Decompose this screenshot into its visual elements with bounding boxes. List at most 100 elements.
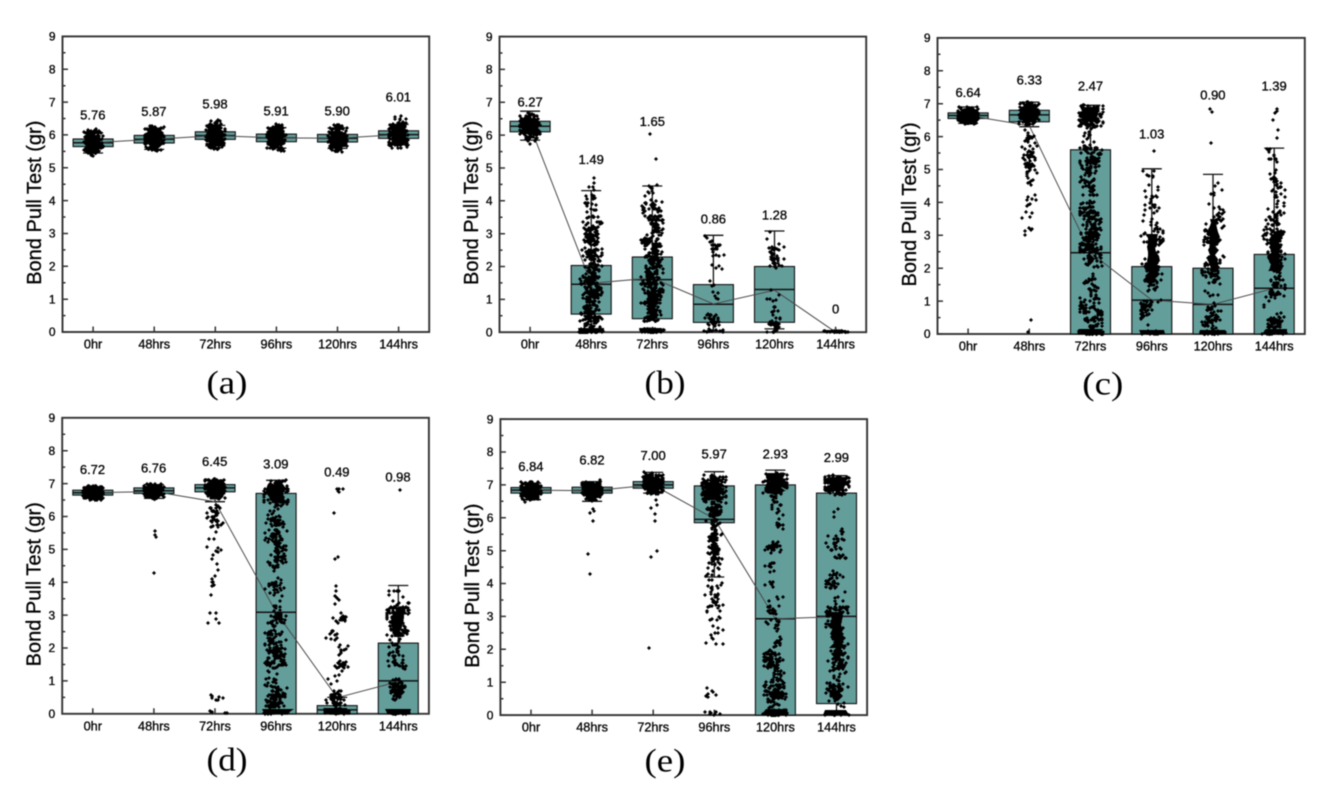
svg-text:120hrs: 120hrs [756,721,795,735]
svg-text:6.82: 6.82 [579,453,604,468]
svg-text:0.49: 0.49 [324,464,349,479]
svg-text:48hrs: 48hrs [138,719,170,733]
svg-text:2: 2 [486,260,493,274]
svg-text:5: 5 [487,544,494,558]
svg-text:Bond Pull Test (gr): Bond Pull Test (gr) [462,504,484,668]
svg-text:(c): (c) [1082,367,1123,403]
svg-text:0: 0 [49,707,56,721]
svg-text:72hrs: 72hrs [1075,340,1107,354]
svg-text:8: 8 [486,63,493,77]
svg-text:1: 1 [487,675,494,689]
svg-text:5: 5 [49,543,56,557]
svg-text:Bond Pull Test (gr): Bond Pull Test (gr) [24,121,46,285]
svg-text:3: 3 [924,229,931,243]
svg-text:6.45: 6.45 [202,454,227,469]
svg-text:0.86: 0.86 [701,211,726,226]
svg-text:4: 4 [49,575,56,589]
svg-text:120hrs: 120hrs [318,719,357,733]
svg-text:96hrs: 96hrs [698,338,730,352]
svg-text:120hrs: 120hrs [755,338,794,352]
svg-text:5.97: 5.97 [702,446,727,461]
svg-text:4: 4 [49,194,56,208]
svg-text:8: 8 [924,64,931,78]
svg-text:1: 1 [49,674,56,688]
svg-text:0.98: 0.98 [385,470,410,485]
svg-text:6.27: 6.27 [517,94,542,109]
svg-text:1.28: 1.28 [762,207,787,222]
svg-text:144hrs: 144hrs [817,721,856,735]
svg-text:5.87: 5.87 [141,104,166,119]
svg-text:9: 9 [487,412,494,426]
svg-text:144hrs: 144hrs [1255,340,1294,354]
svg-text:5.98: 5.98 [202,96,227,111]
svg-text:6.01: 6.01 [386,89,411,104]
svg-text:96hrs: 96hrs [1136,340,1168,354]
svg-text:1.65: 1.65 [640,114,665,129]
svg-text:120hrs: 120hrs [1194,340,1233,354]
svg-text:72hrs: 72hrs [199,338,231,352]
svg-text:6: 6 [49,128,56,142]
svg-text:3: 3 [49,608,56,622]
svg-text:4: 4 [924,196,931,210]
svg-text:144hrs: 144hrs [379,719,418,733]
svg-text:9: 9 [924,31,931,45]
svg-text:2: 2 [49,641,56,655]
svg-text:2.99: 2.99 [824,450,849,465]
svg-text:6: 6 [49,510,56,524]
svg-text:9: 9 [486,30,493,44]
svg-text:(e): (e) [645,744,686,780]
svg-text:4: 4 [487,577,494,591]
svg-text:48hrs: 48hrs [575,338,607,352]
svg-text:6.76: 6.76 [141,460,166,475]
svg-text:1: 1 [924,294,931,308]
svg-text:120hrs: 120hrs [318,338,357,352]
svg-text:6.64: 6.64 [955,85,980,100]
svg-text:1.49: 1.49 [579,152,604,167]
svg-text:3: 3 [49,227,56,241]
svg-text:Bond Pull Test (gr): Bond Pull Test (gr) [899,122,921,286]
svg-text:0hr: 0hr [84,719,103,733]
svg-text:5: 5 [49,161,56,175]
svg-text:4: 4 [486,194,493,208]
svg-text:6.84: 6.84 [518,459,543,474]
svg-text:144hrs: 144hrs [816,338,855,352]
svg-text:0hr: 0hr [522,721,541,735]
svg-text:48hrs: 48hrs [138,338,170,352]
svg-text:1.03: 1.03 [1139,126,1164,141]
svg-text:9: 9 [49,30,56,44]
svg-text:6: 6 [486,128,493,142]
svg-text:6.72: 6.72 [80,462,105,477]
svg-text:2.47: 2.47 [1078,78,1103,93]
svg-text:2: 2 [924,261,931,275]
svg-text:7: 7 [49,95,56,109]
svg-text:8: 8 [49,444,56,458]
svg-text:3: 3 [486,227,493,241]
svg-text:2: 2 [487,643,494,657]
svg-text:7.00: 7.00 [640,448,665,463]
svg-text:8: 8 [487,445,494,459]
svg-text:96hrs: 96hrs [261,338,293,352]
svg-text:5.76: 5.76 [80,107,105,122]
svg-text:(d): (d) [207,743,248,779]
svg-text:6: 6 [487,511,494,525]
svg-text:144hrs: 144hrs [379,338,418,352]
svg-text:0: 0 [49,325,56,339]
svg-text:6: 6 [924,130,931,144]
svg-text:7: 7 [924,97,931,111]
svg-text:0.90: 0.90 [1200,87,1225,102]
svg-text:96hrs: 96hrs [698,721,730,735]
svg-text:7: 7 [49,477,56,491]
svg-text:5: 5 [924,163,931,177]
svg-text:0: 0 [924,327,931,341]
svg-text:6.33: 6.33 [1017,72,1042,87]
svg-text:5.91: 5.91 [263,103,288,118]
svg-text:0: 0 [486,325,493,339]
svg-text:96hrs: 96hrs [260,719,292,733]
svg-text:1: 1 [486,293,493,307]
svg-text:0hr: 0hr [521,338,540,352]
svg-text:72hrs: 72hrs [636,338,668,352]
svg-text:(b): (b) [645,365,686,401]
svg-text:Bond Pull Test (gr): Bond Pull Test (gr) [24,502,46,666]
svg-text:7: 7 [486,96,493,110]
svg-text:9: 9 [49,411,56,425]
